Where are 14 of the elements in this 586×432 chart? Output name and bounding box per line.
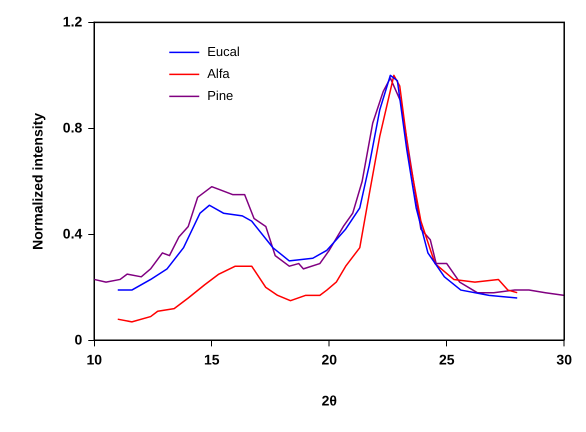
y-axis-title: Normalized intensity	[29, 112, 46, 250]
legend-label: Pine	[207, 88, 234, 103]
x-tick-label: 25	[438, 352, 455, 368]
legend-label: Alfa	[207, 66, 230, 81]
y-tick-label: 0.4	[62, 225, 82, 242]
y-tick-label: 1.2	[62, 13, 82, 30]
x-tick-label: 15	[204, 352, 220, 368]
legend-label: Eucal	[207, 44, 240, 59]
x-tick-label: 10	[86, 352, 102, 368]
y-tick-label: 0.8	[62, 119, 82, 136]
x-axis-title: 2θ	[322, 392, 337, 408]
y-tick-label: 0	[74, 331, 82, 348]
x-tick-label: 20	[321, 352, 338, 368]
x-tick-label: 30	[556, 352, 572, 368]
